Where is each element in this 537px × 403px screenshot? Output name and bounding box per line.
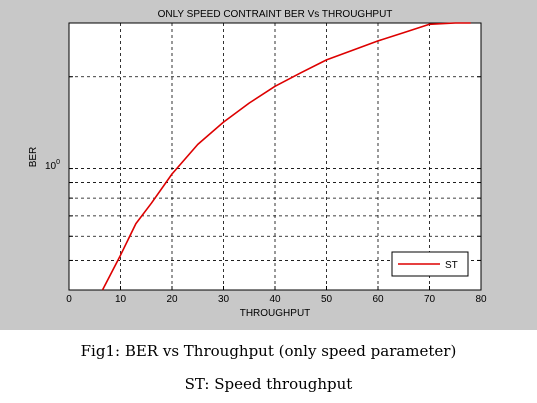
x-tick-label: 30 [218,294,230,305]
y-axis-label: BER [28,147,39,168]
x-tick-label: 40 [269,294,281,305]
x-tick-label: 70 [424,294,436,305]
y-tick-label-1: 100 [45,159,60,172]
x-tick-label: 10 [115,294,127,305]
x-tick-label: 60 [372,294,384,305]
ber-throughput-figure: 0 10 20 30 40 50 60 70 80 ONLY SPEED CONTRAINT B… [0,0,537,330]
grid-lines [69,22,481,290]
x-tick-label: 20 [166,294,178,305]
series-line-st [101,22,471,291]
svg-text:100: 100 [45,159,60,172]
x-tick-label: 50 [321,294,333,305]
x-tick-label: 0 [66,294,72,305]
y-ticks [69,22,481,261]
series-layer [101,22,471,291]
x-ticks: 0 10 20 30 40 50 60 70 80 [66,286,487,305]
x-axis-label: THROUGHPUT [240,308,311,319]
legend-label-st: ST [445,260,458,271]
y-tick-exponent: 0 [56,159,60,166]
figure-caption: Fig1: BER vs Throughput (only speed para… [80,342,457,360]
legend: ST [391,251,469,277]
chart-title: ONLY SPEED CONTRAINT BER Vs THROUGHPUT [158,9,393,20]
figure-caption-legend-note: ST: Speed throughput [184,375,353,393]
y-tick-base: 10 [45,161,57,172]
x-tick-label: 80 [475,294,487,305]
